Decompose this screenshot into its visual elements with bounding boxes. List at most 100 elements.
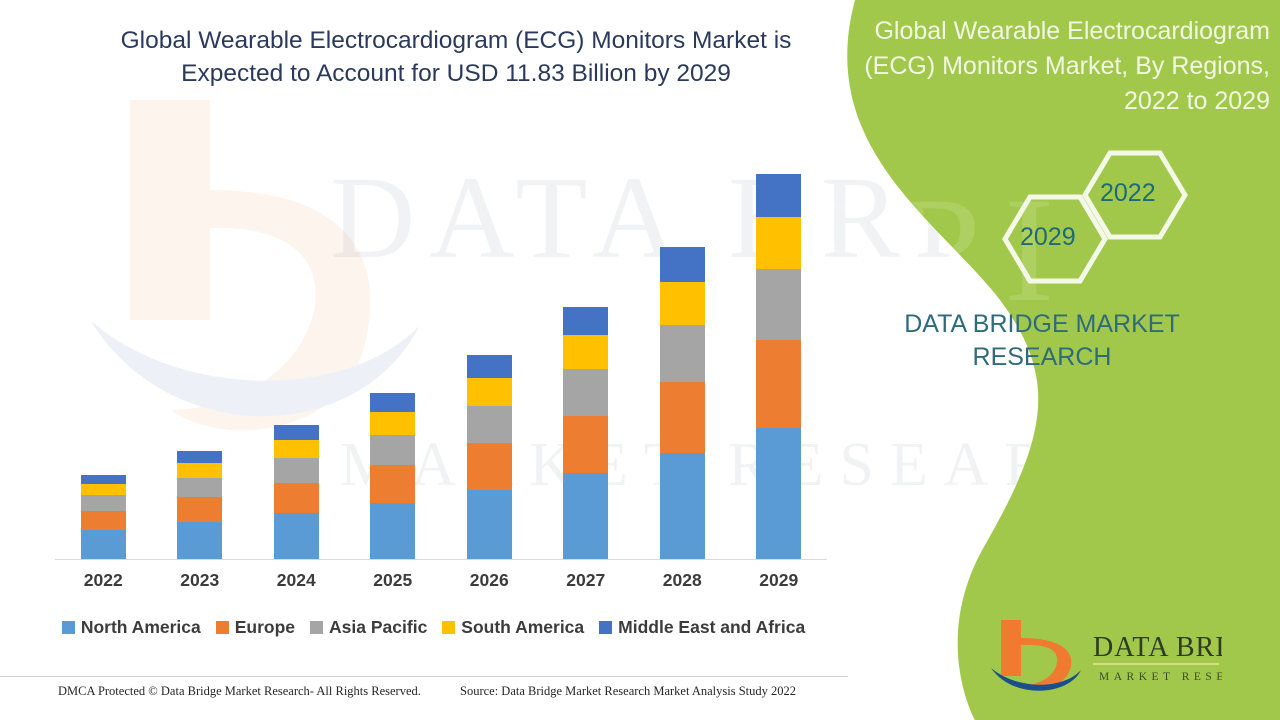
svg-text:BRI: BRI (810, 167, 1066, 333)
stacked-bar (273, 424, 319, 559)
data-bridge-logo: DATA BRIDGE MARKET RESEARCH (987, 612, 1280, 698)
bar-column-2028 (634, 110, 731, 559)
bar-column-2029 (731, 110, 828, 559)
stacked-bar (659, 247, 705, 559)
x-axis-label-2029: 2029 (759, 570, 799, 590)
legend-label: South America (461, 617, 585, 637)
legend-label: Asia Pacific (329, 617, 428, 637)
bar-segment-north-america (563, 473, 609, 559)
bar-segment-europe (756, 340, 802, 428)
legend-item-europe[interactable]: Europe (215, 617, 296, 638)
bar-segment-middle-east-and-africa (466, 355, 512, 378)
stacked-bar (177, 450, 223, 559)
bar-segment-north-america (370, 502, 416, 559)
bar-segment-north-america (756, 427, 802, 559)
legend-swatch-icon (215, 621, 229, 634)
bar-column-2023 (152, 110, 249, 559)
legend-item-middle-east-and-africa[interactable]: Middle East and Africa (599, 617, 805, 638)
chart-legend: North America Europe Asia Pacific South Ame… (55, 617, 827, 638)
page-title: Global Wearable Electrocardiogram (ECG) … (120, 27, 792, 87)
bar-segment-south-america (80, 483, 126, 496)
x-axis-label-2027: 2027 (566, 570, 606, 590)
bar-segment-north-america (659, 452, 705, 559)
bar-segment-middle-east-and-africa (80, 474, 126, 484)
legend-item-north-america[interactable]: North America (61, 617, 201, 638)
x-axis-label-2024: 2024 (276, 570, 316, 590)
stacked-bar (466, 355, 512, 559)
x-axis-label-2023: 2023 (180, 570, 220, 590)
bar-segment-south-america (370, 411, 416, 435)
bar-segment-middle-east-and-africa (177, 450, 223, 463)
bar-segment-asia-pacific (80, 495, 126, 511)
bar-segment-north-america (273, 513, 319, 559)
bar-segment-europe (273, 482, 319, 514)
stacked-bar (756, 174, 802, 559)
bar-column-2027 (538, 110, 635, 559)
brand-panel: BRI RES Global Wearable Electrocardiogra… (770, 0, 1280, 720)
bar-segment-middle-east-and-africa (370, 393, 416, 412)
bar-segment-europe (466, 443, 512, 490)
hexagon-2022-shape (1082, 150, 1188, 240)
stacked-bar (80, 474, 126, 559)
brand-name-text: DATA BRIDGE MARKET RESEARCH (904, 310, 1180, 371)
bar-segment-middle-east-and-africa (273, 424, 319, 440)
legend-swatch-icon (310, 621, 324, 634)
legend-label: North America (80, 617, 201, 637)
bar-segment-south-america (563, 334, 609, 370)
bar-segment-south-america (659, 281, 705, 325)
bar-segment-europe (80, 510, 126, 530)
bar-segment-south-america (177, 462, 223, 478)
data-bridge-logo-icon: DATA BRIDGE MARKET RESEARCH (991, 620, 1280, 691)
stacked-bar-chart (55, 110, 827, 559)
legend-item-asia-pacific[interactable]: Asia Pacific (310, 617, 427, 638)
bar-segment-asia-pacific (756, 269, 802, 341)
legend-item-south-america[interactable]: South America (442, 617, 584, 638)
bar-segment-asia-pacific (370, 434, 416, 466)
x-axis-label-2022: 2022 (83, 570, 123, 590)
bar-segment-north-america (177, 521, 223, 559)
year-hexagons: 2022 2029 (992, 145, 1202, 290)
bar-segment-asia-pacific (659, 324, 705, 382)
bar-column-2025 (345, 110, 442, 559)
legend-swatch-icon (61, 621, 75, 634)
bar-segment-south-america (273, 439, 319, 459)
stacked-bar (370, 393, 416, 559)
x-axis-label-2025: 2025 (373, 570, 413, 590)
bar-column-2022 (55, 110, 152, 559)
panel-title: Global Wearable Electrocardiogram (ECG) … (864, 17, 1270, 115)
bar-segment-europe (177, 497, 223, 522)
footer-divider (0, 676, 848, 677)
legend-swatch-icon (599, 621, 613, 634)
bar-segment-middle-east-and-africa (563, 306, 609, 335)
bar-segment-north-america (80, 529, 126, 559)
bar-segment-middle-east-and-africa (756, 174, 802, 217)
bar-segment-asia-pacific (563, 369, 609, 416)
bar-segment-asia-pacific (466, 405, 512, 444)
bar-segment-asia-pacific (177, 477, 223, 498)
footer-source: Source: Data Bridge Market Research Mark… (460, 684, 797, 698)
legend-label: Middle East and Africa (618, 617, 806, 637)
bar-segment-south-america (466, 377, 512, 406)
x-axis-labels: 2022 2023 2024 2025 2026 2027 2028 2029 (55, 570, 827, 591)
hexagon-label-2029: 2029 (1020, 223, 1076, 251)
x-axis-label-2028: 2028 (662, 570, 702, 590)
footer-copyright: DMCA Protected © Data Bridge Market Rese… (58, 684, 421, 698)
bar-segment-asia-pacific (273, 458, 319, 483)
bar-segment-europe (370, 465, 416, 503)
logo-primary-text: DATA BRIDGE (1093, 632, 1222, 663)
stacked-bar (563, 306, 609, 559)
logo-secondary-text: MARKET RESEARCH (1099, 671, 1222, 683)
hexagon-label-2022: 2022 (1100, 179, 1156, 207)
legend-swatch-icon (442, 621, 456, 634)
bar-segment-south-america (756, 216, 802, 270)
legend-label: Europe (234, 617, 296, 637)
hexagon-2029-shape (1002, 194, 1108, 284)
bar-column-2024 (248, 110, 345, 559)
bar-segment-europe (563, 415, 609, 474)
x-axis-label-2026: 2026 (469, 570, 509, 590)
bar-segment-europe (659, 381, 705, 453)
brand-panel-shape: BRI RES (770, 0, 1280, 720)
svg-text:RES: RES (810, 496, 950, 576)
bar-segment-middle-east-and-africa (659, 247, 705, 282)
